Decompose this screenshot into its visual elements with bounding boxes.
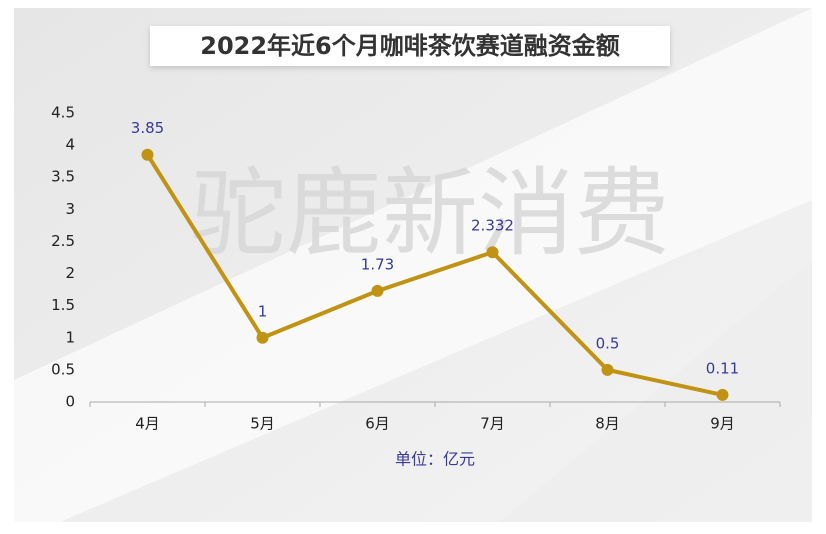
x-tick-label: 8月	[595, 415, 620, 433]
x-axis-label: 单位：亿元	[395, 450, 475, 469]
x-tick-label: 9月	[710, 415, 735, 433]
point	[141, 148, 154, 161]
y-tick-label: 0.5	[51, 360, 75, 378]
x-tick-label: 7月	[480, 415, 505, 433]
title-box	[150, 26, 670, 66]
point	[256, 331, 269, 344]
y-tick-label: 2.5	[51, 232, 75, 250]
x-tick-label: 5月	[250, 415, 275, 433]
y-tick-label: 4.5	[51, 104, 75, 122]
x-tick-label: 6月	[365, 415, 390, 433]
background-shape	[500, 260, 812, 522]
y-tick-label: 4	[65, 136, 75, 154]
point	[716, 388, 729, 401]
data-label: 1	[258, 302, 268, 320]
y-tick-label: 3	[65, 200, 75, 218]
data-label: 2.332	[471, 217, 514, 235]
chart-title: 2022年近6个月咖啡茶饮赛道融资金额	[200, 32, 620, 60]
data-label: 1.73	[361, 255, 394, 273]
point	[371, 284, 384, 297]
y-tick-label: 0	[65, 393, 75, 411]
data-label: 0.11	[706, 359, 739, 377]
point	[601, 363, 614, 376]
data-label: 3.85	[131, 119, 164, 137]
point	[486, 246, 499, 259]
background-shape	[14, 8, 812, 522]
line	[145, 153, 723, 397]
x-tick-label: 4月	[135, 415, 160, 433]
y-tick-label: 1.5	[51, 296, 75, 314]
y-tick-label: 2	[65, 264, 75, 282]
y-tick-label: 1	[65, 328, 75, 346]
data-label: 0.5	[596, 334, 620, 352]
y-tick-label: 3.5	[51, 168, 75, 186]
watermark: 驼鹿新消费	[190, 157, 670, 269]
